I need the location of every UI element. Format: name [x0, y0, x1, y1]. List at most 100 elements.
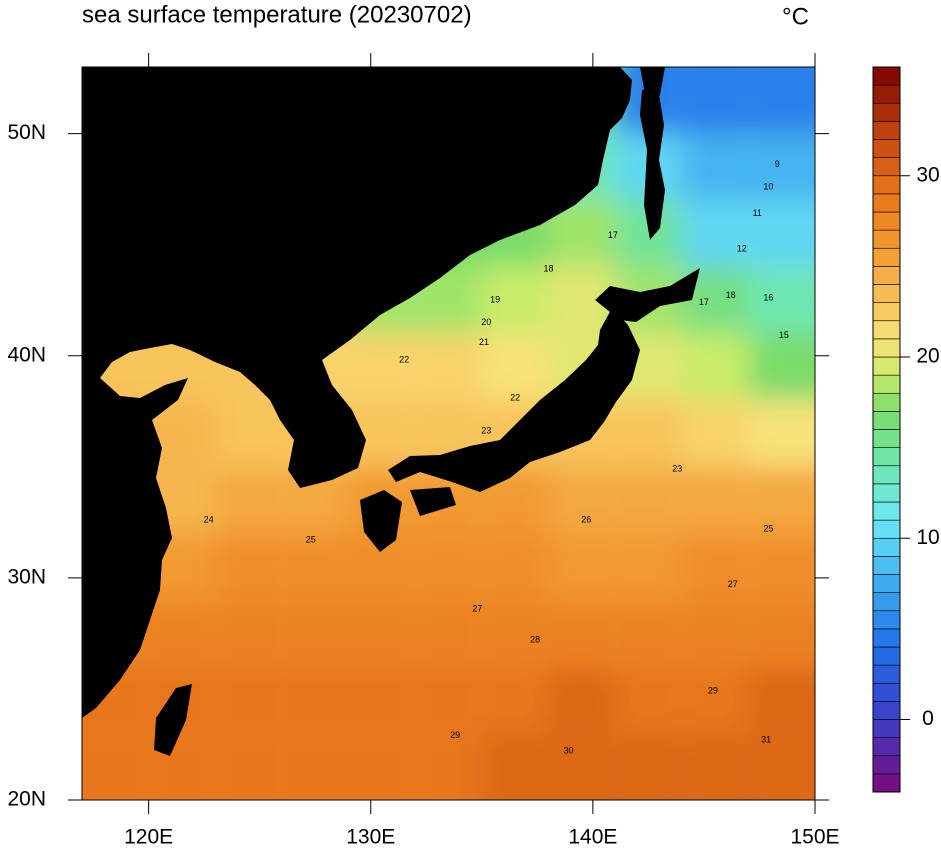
colorbar-box [872, 664, 901, 684]
colorbar-box [872, 519, 901, 539]
colorbar-box [872, 102, 901, 122]
contour-label: 29 [450, 730, 460, 740]
colorbar-box [872, 483, 901, 503]
sst-cell [615, 733, 682, 800]
contour-label: 24 [204, 515, 214, 525]
colorbar-box [872, 574, 901, 593]
contour-label: 23 [481, 426, 491, 436]
colorbar-box [872, 84, 901, 104]
sst-cell [481, 266, 549, 334]
x-tick-label: 130E [346, 826, 395, 849]
y-tick-label: 50N [7, 121, 46, 144]
contour-label: 10 [763, 181, 773, 191]
sst-cell [681, 733, 749, 800]
colorbar-box [872, 556, 901, 575]
sst-cell [281, 600, 349, 667]
sst-cell [481, 333, 549, 401]
colorbar-box [872, 537, 901, 557]
colorbar: 0 10 20 30 [872, 66, 940, 793]
colorbar-tick-label: 0 [922, 707, 934, 730]
land-shape [595, 268, 700, 322]
contour-label: 27 [472, 603, 482, 613]
colorbar-box [872, 66, 901, 86]
contour-label: 22 [399, 355, 409, 365]
colorbar-box [872, 719, 901, 738]
contour-label: 19 [490, 295, 500, 305]
colorbar-box [872, 374, 901, 394]
colorbar-box [872, 229, 901, 249]
colorbar-box [872, 266, 901, 285]
sst-cell [415, 333, 482, 401]
contour-label: 25 [763, 523, 773, 533]
sst-cell [681, 400, 749, 467]
colorbar-box [872, 755, 901, 775]
sst-cell [281, 733, 349, 800]
axes: 120E 130E 140E 150E 20N 30N 40N 50N [7, 53, 840, 849]
land-shape [360, 490, 402, 552]
colorbar-box [872, 392, 901, 412]
sst-cell [681, 466, 749, 534]
colorbar-tick-label: 20 [916, 345, 939, 368]
colorbar-box [872, 773, 901, 793]
colorbar-box [872, 247, 901, 267]
sst-cell [748, 666, 815, 734]
sst-cell [748, 200, 815, 267]
sst-cell [348, 733, 416, 800]
land [82, 67, 700, 756]
colorbar-tick-label: 10 [916, 526, 939, 549]
colorbar-box [872, 737, 901, 757]
sst-cell [748, 67, 815, 134]
colorbar-frame [872, 66, 901, 793]
land-shape [410, 487, 456, 516]
land-shape [154, 684, 192, 756]
units: °C [782, 3, 809, 30]
y-tick-label: 30N [7, 565, 46, 588]
sst-cell [748, 600, 815, 667]
sst-cell [681, 333, 749, 401]
sst-cell [215, 533, 282, 601]
contour-label: 21 [479, 337, 489, 347]
contour-label: 11 [753, 208, 762, 218]
contour-label: 18 [543, 264, 553, 274]
sst-cell [748, 466, 815, 534]
sst-cell [348, 333, 416, 401]
land-shape [640, 88, 665, 240]
sst-cell [348, 600, 416, 667]
sst-cell [615, 533, 682, 601]
contour-label: 28 [530, 634, 540, 644]
sst-cell [615, 666, 682, 734]
sst-cell [415, 533, 482, 601]
contour-label: 31 [761, 734, 771, 744]
sst-cell [748, 333, 815, 401]
sst-cell [681, 133, 749, 201]
contour-label: 30 [563, 746, 573, 756]
contour-label: 26 [581, 515, 591, 525]
sst-cell [348, 666, 416, 734]
colorbar-box [872, 338, 901, 358]
x-tick-label: 140E [568, 826, 617, 849]
colorbar-box [872, 320, 901, 340]
colorbar-box [872, 646, 901, 666]
sst-cell [748, 733, 815, 800]
contour-label: 17 [699, 297, 709, 307]
colorbar-box [872, 447, 901, 467]
contour-labels: 17 18 19 20 21 22 22 23 24 25 26 27 28 29 30 31 23 16 15 10… [204, 159, 789, 755]
contour-label: 25 [306, 534, 316, 544]
sst-cell [281, 533, 349, 601]
contour-label: 29 [708, 686, 718, 696]
sst-cell [415, 666, 482, 734]
sst-cell [215, 400, 282, 467]
land-shape [388, 308, 640, 492]
contour-label: 16 [763, 292, 773, 302]
colorbar-box [872, 701, 901, 720]
sst-cell [215, 666, 282, 734]
contour-label: 22 [510, 392, 520, 402]
contour-label: 23 [672, 463, 682, 473]
sst-cell [748, 533, 815, 601]
plot-frame [81, 66, 816, 801]
colorbar-box [872, 682, 901, 702]
sst-cell [548, 666, 616, 734]
sst-cell [548, 533, 616, 601]
colorbar-box [872, 592, 901, 612]
